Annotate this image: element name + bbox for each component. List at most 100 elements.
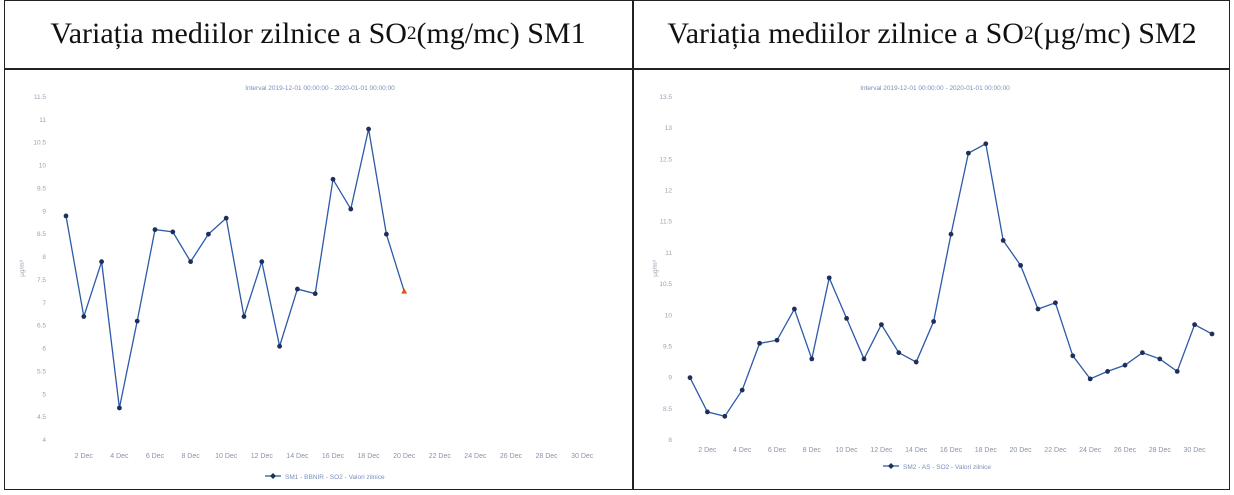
- y-tick-label: 6.5: [37, 323, 46, 330]
- data-point: [879, 322, 884, 328]
- data-point: [809, 356, 815, 362]
- data-point: [99, 259, 104, 265]
- y-tick-label: 10: [665, 312, 673, 319]
- data-point: [223, 215, 229, 221]
- panel-title-sm1: Variația mediilor zilnice a SO 2 (mg/mc) …: [4, 0, 632, 68]
- x-tick-label: 28 Dec: [536, 453, 559, 460]
- x-tick-label: 16 Dec: [322, 453, 345, 460]
- x-tick-label: 26 Dec: [500, 453, 523, 460]
- column-divider: [632, 0, 634, 490]
- y-tick-label: 13.5: [659, 94, 672, 101]
- data-point: [401, 288, 408, 294]
- y-tick-label: 8: [42, 254, 46, 261]
- x-tick-label: 24 Dec: [464, 453, 487, 460]
- data-point: [1087, 376, 1093, 382]
- data-point: [757, 340, 762, 346]
- data-point: [134, 318, 140, 324]
- y-tick-label: 8.5: [37, 231, 46, 238]
- y-tick-label: 11: [665, 250, 672, 257]
- y-tick-label: 7: [42, 300, 46, 307]
- x-tick-label: 22 Dec: [429, 453, 452, 460]
- x-tick-label: 2 Dec: [75, 453, 94, 460]
- y-tick-label: 9.5: [663, 343, 672, 350]
- x-tick-label: 26 Dec: [1114, 447, 1137, 454]
- chart-1: Interval 2019-12-01 00:00:00 - 2020-01-0…: [19, 85, 594, 481]
- title-text-pre: Variația mediilor zilnice a SO: [667, 17, 1024, 50]
- y-tick-label: 8: [668, 437, 672, 444]
- data-point: [1105, 369, 1110, 374]
- data-point: [206, 231, 211, 237]
- y-tick-label: 8.5: [663, 406, 672, 413]
- data-point: [277, 343, 282, 349]
- y-tick-label: 9: [668, 375, 672, 382]
- y-axis-label: µg/m³: [19, 259, 26, 277]
- x-tick-label: 12 Dec: [870, 447, 893, 454]
- series-line: [65, 128, 405, 409]
- y-tick-label: 10.5: [33, 140, 46, 147]
- y-tick-label: 9: [42, 208, 46, 215]
- y-tick-label: 5.5: [37, 368, 46, 375]
- data-point: [1000, 238, 1006, 243]
- y-tick-label: 10.5: [659, 281, 672, 288]
- x-tick-label: 18 Dec: [358, 453, 381, 460]
- data-point: [705, 409, 710, 415]
- x-tick-label: 8 Dec: [803, 447, 822, 454]
- y-tick-label: 12.5: [659, 156, 672, 163]
- chart-subtitle: Interval 2019-12-01 00:00:00 - 2020-01-0…: [860, 85, 1010, 92]
- data-point: [330, 176, 336, 182]
- data-point: [152, 227, 158, 233]
- data-point: [117, 405, 122, 411]
- x-tick-label: 20 Dec: [1010, 447, 1033, 454]
- y-tick-label: 7.5: [37, 277, 46, 284]
- x-tick-label: 10 Dec: [215, 453, 238, 460]
- data-point: [687, 375, 693, 381]
- x-tick-label: 30 Dec: [1184, 447, 1207, 454]
- x-tick-label: 22 Dec: [1044, 447, 1067, 454]
- data-point: [81, 314, 87, 319]
- title-subscript: 2: [406, 23, 417, 44]
- title-subscript: 2: [1023, 23, 1034, 44]
- y-tick-label: 9.5: [37, 185, 46, 192]
- series-line: [689, 142, 1213, 418]
- x-tick-label: 24 Dec: [1079, 447, 1102, 454]
- y-tick-label: 6: [42, 346, 46, 353]
- table-frame: [4, 0, 1230, 490]
- x-tick-label: 6 Dec: [146, 453, 165, 460]
- y-axis-label: µg/m³: [652, 259, 659, 277]
- legend-label: SM1 - BBNIR - SO2 - Valori zilnice: [285, 474, 385, 481]
- data-point: [1053, 300, 1058, 306]
- data-point: [983, 141, 989, 147]
- data-point: [188, 259, 194, 265]
- x-tick-label: 2 Dec: [698, 447, 717, 454]
- y-tick-label: 11: [39, 117, 46, 124]
- x-tick-label: 4 Dec: [733, 447, 752, 454]
- x-tick-label: 6 Dec: [768, 447, 787, 454]
- y-tick-label: 11.5: [34, 94, 47, 101]
- data-point: [312, 291, 318, 297]
- data-point: [1209, 331, 1215, 337]
- legend-marker: [270, 473, 276, 479]
- x-tick-label: 14 Dec: [905, 447, 928, 454]
- data-point: [966, 150, 971, 156]
- y-tick-label: 4.5: [37, 414, 46, 421]
- data-point: [259, 259, 265, 265]
- chart-subtitle: Interval 2019-12-01 00:00:00 - 2020-01-0…: [245, 85, 395, 92]
- data-point: [366, 126, 371, 132]
- data-point: [295, 286, 300, 292]
- x-tick-label: 10 Dec: [836, 447, 859, 454]
- y-tick-label: 10: [39, 163, 47, 170]
- data-point: [1122, 362, 1128, 368]
- y-tick-label: 4: [42, 437, 46, 444]
- x-tick-label: 4 Dec: [110, 453, 129, 460]
- data-point: [931, 319, 936, 324]
- x-tick-label: 20 Dec: [393, 453, 416, 460]
- panel-title-sm2: Variația mediilor zilnice a SO 2 (µg/mc) …: [634, 0, 1230, 68]
- x-tick-label: 16 Dec: [940, 447, 963, 454]
- header-divider: [4, 68, 1230, 70]
- data-point: [792, 306, 797, 312]
- x-tick-label: 12 Dec: [251, 453, 274, 460]
- data-point: [826, 275, 832, 281]
- y-tick-label: 12: [665, 188, 673, 195]
- data-point: [844, 315, 849, 321]
- data-point: [774, 337, 780, 343]
